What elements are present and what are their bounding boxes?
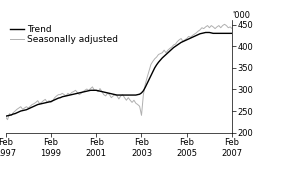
Text: '000: '000 (232, 11, 250, 20)
Legend: Trend, Seasonally adjusted: Trend, Seasonally adjusted (10, 25, 118, 44)
